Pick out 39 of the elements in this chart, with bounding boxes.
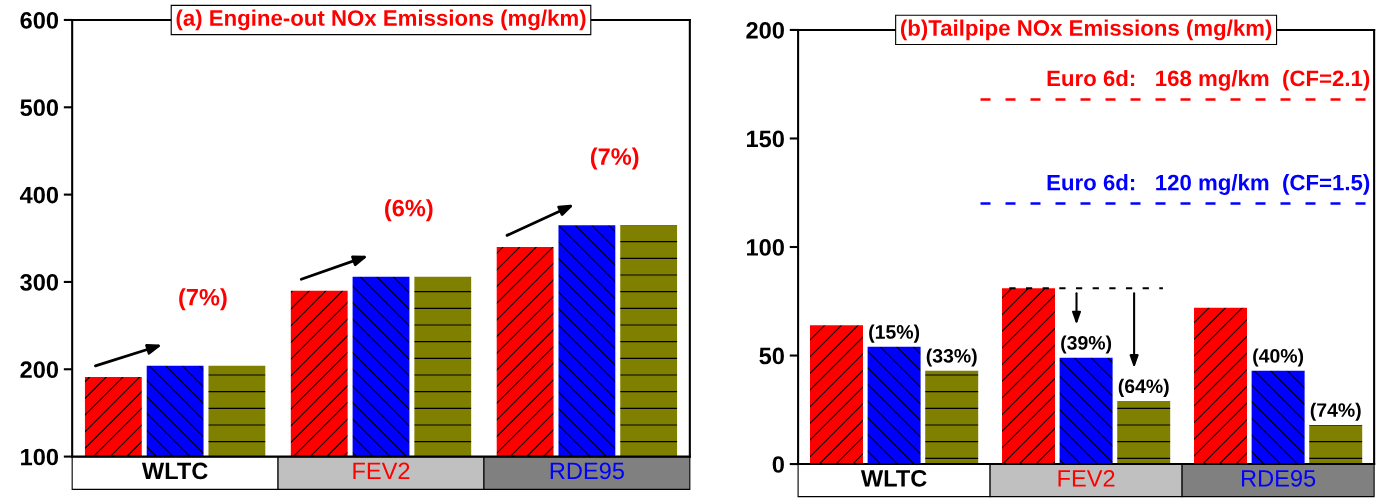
bar [867, 346, 921, 465]
annotation: (39%) [1061, 335, 1112, 354]
y-tick-label: 100 [21, 448, 59, 466]
y-tick-label: 150 [747, 130, 784, 148]
bar [1002, 288, 1055, 465]
y-tick-label: 50 [759, 347, 784, 365]
annotation: (15%) [869, 324, 920, 343]
y-tick-label: 300 [20, 274, 59, 291]
bar [1117, 401, 1171, 465]
annotation: (6%) [385, 199, 433, 222]
bar [810, 325, 863, 465]
annotation: (74%) [1310, 402, 1361, 421]
annotation: (64%) [1118, 378, 1169, 397]
x-tick-label: FEV2 [353, 462, 410, 480]
x-tick-label: RDE95 [1242, 469, 1316, 487]
x-tick-label: RDE95 [550, 462, 624, 480]
bar [1309, 425, 1363, 465]
chart-title: (a) Engine-out NOx Emissions (mg/km) [176, 9, 586, 31]
annotation: (40%) [1253, 348, 1304, 367]
annotation: (7%) [590, 147, 639, 170]
y-tick-label: 200 [746, 22, 784, 39]
y-tick-label: 500 [20, 99, 59, 117]
ref-line-label: Euro 6d: 120 mg/km (CF=1.5) [1047, 174, 1370, 195]
y-tick-label: 100 [747, 239, 784, 256]
y-tick-label: 200 [20, 361, 59, 379]
bar [1059, 357, 1113, 465]
bar [1251, 370, 1305, 465]
y-tick-label: 400 [19, 186, 59, 204]
y-tick-label: 600 [20, 12, 59, 29]
y-tick-label: 0 [772, 456, 784, 473]
chart-title: (b)Tailpipe NOx Emissions (mg/km) [900, 19, 1272, 41]
x-tick-label: WLTC [860, 469, 927, 487]
x-tick-label: WLTC [141, 462, 208, 480]
bar [925, 370, 979, 465]
x-tick-label: FEV2 [1058, 469, 1115, 487]
annotation: (7%) [179, 288, 227, 311]
ref-line-label: Euro 6d: 168 mg/km (CF=2.1) [1047, 69, 1370, 91]
bar [1194, 307, 1248, 465]
annotation: (33%) [926, 348, 977, 367]
